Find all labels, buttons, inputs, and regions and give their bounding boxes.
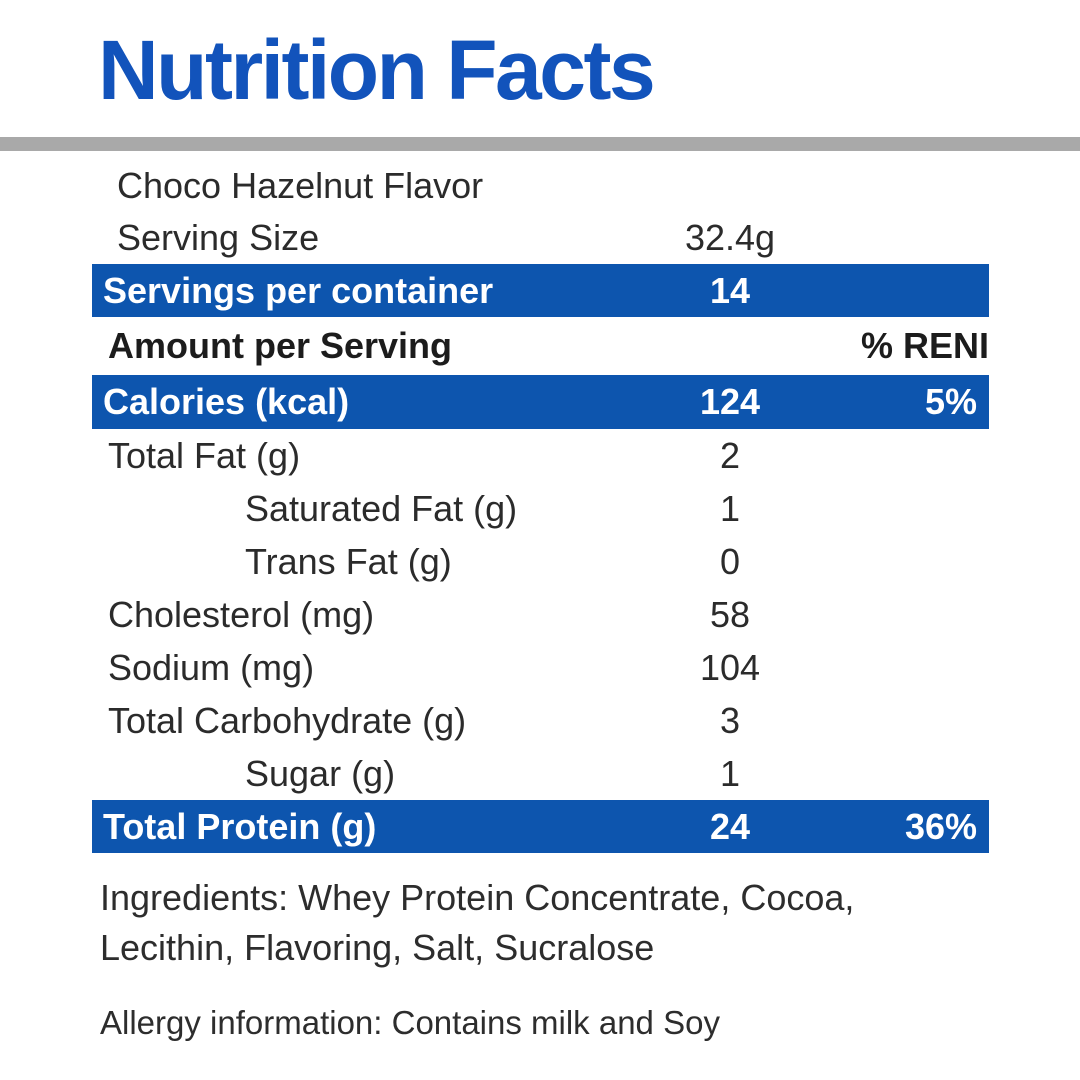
allergy-info-text: Allergy information: Contains milk and S… [100,1004,720,1041]
nutrient-value: 58 [709,593,751,635]
percent-reni-label: % RENI [860,325,989,366]
table-row: Saturated Fat (g) 1 [92,482,989,535]
amount-per-serving-header-row: Amount per Serving % RENI [92,317,989,375]
nutrient-label: Sugar (g) [245,752,396,794]
nutrient-value: 3 [719,699,741,741]
page-title: Nutrition Facts [98,23,656,117]
nutrient-label: Sodium (mg) [108,646,315,688]
nutrient-label: Saturated Fat (g) [245,487,518,529]
servings-per-container-value: 14 [709,269,751,311]
nutrient-value: 0 [719,540,741,582]
table-row: Total Fat (g) 2 [92,429,989,482]
nutrient-label: Cholesterol (mg) [108,593,375,635]
table-row: Sugar (g) 1 [92,747,989,800]
flavor-row: Choco Hazelnut Flavor [92,160,989,212]
table-row: Sodium (mg) 104 [92,641,989,694]
amount-per-serving-label: Amount per Serving [108,325,453,366]
serving-size-label: Serving Size [117,217,320,258]
table-row: Total Carbohydrate (g) 3 [92,694,989,747]
serving-size-value: 32.4g [684,217,776,258]
total-protein-percent: 36% [904,805,977,847]
serving-size-row: Serving Size 32.4g [92,212,989,264]
calories-percent: 5% [924,381,977,422]
nutrient-label: Total Carbohydrate (g) [108,699,467,741]
servings-per-container-label: Servings per container [103,269,494,311]
nutrient-label: Total Fat (g) [108,434,301,476]
calories-row: Calories (kcal) 124 5% [92,375,989,429]
table-row: Cholesterol (mg) 58 [92,588,989,641]
calories-value: 124 [699,381,761,422]
nutrient-value: 104 [699,646,761,688]
nutrient-value: 2 [719,434,741,476]
servings-per-container-row: Servings per container 14 [92,264,989,317]
table-row: Trans Fat (g) 0 [92,535,989,588]
nutrition-table: Choco Hazelnut Flavor Serving Size 32.4g… [92,160,989,853]
flavor-name: Choco Hazelnut Flavor [117,165,484,206]
total-protein-row: Total Protein (g) 24 36% [92,800,989,853]
nutrient-label: Trans Fat (g) [245,540,452,582]
nutrient-value: 1 [719,487,741,529]
nutrient-value: 1 [719,752,741,794]
total-protein-label: Total Protein (g) [103,805,377,847]
header-divider [0,137,1080,151]
calories-label: Calories (kcal) [103,381,350,422]
total-protein-value: 24 [709,805,751,847]
ingredients-text: Ingredients: Whey Protein Concentrate, C… [100,877,855,968]
